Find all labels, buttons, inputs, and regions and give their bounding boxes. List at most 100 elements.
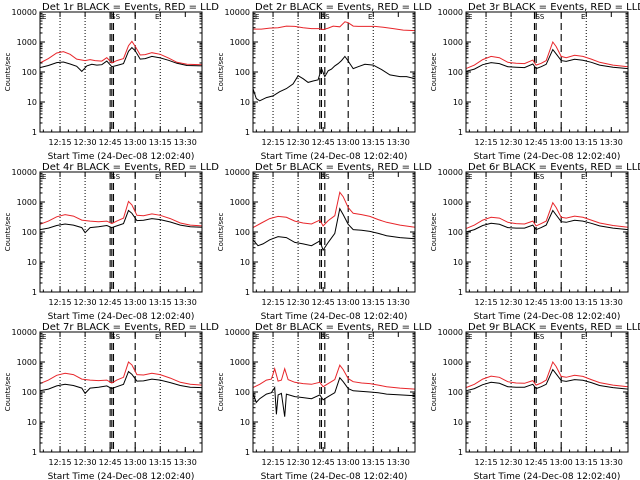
- y-tick-label: 100: [22, 388, 37, 397]
- annotation: SS: [321, 333, 330, 341]
- x-axis-label: Start Time (24-Dec-08 12:02:40): [474, 312, 621, 322]
- panel-title: Det 1r BLACK = Events, RED = LLD: [42, 2, 219, 13]
- annotation: SS: [111, 333, 120, 341]
- annotation: E: [368, 173, 372, 181]
- y-axis-label: Counts/sec: [4, 213, 12, 252]
- x-tick-label: 13:30: [600, 458, 623, 467]
- annotation: E: [468, 333, 472, 341]
- x-tick-label: 12:15: [262, 458, 285, 467]
- detector-panel-3: Det 3r BLACK = Events, RED = LLD Counts/s…: [430, 2, 640, 162]
- y-tick-label: 10: [27, 98, 37, 107]
- x-tick-label: 12:30: [74, 458, 97, 467]
- x-axis-label: Start Time (24-Dec-08 12:02:40): [261, 472, 408, 480]
- x-tick-label: 12:30: [74, 298, 97, 307]
- x-tick-label: 13:30: [387, 298, 410, 307]
- y-tick-label: 1: [458, 288, 463, 297]
- annotation: E: [42, 173, 46, 181]
- annotation: SS: [321, 13, 330, 21]
- y-axis-label: Counts/sec: [430, 373, 438, 412]
- annotation: SS: [535, 333, 544, 341]
- x-tick-label: 13:00: [124, 458, 147, 467]
- x-tick-label: 13:15: [362, 138, 385, 147]
- x-tick-label: 13:00: [337, 138, 360, 147]
- x-tick-label: 12:15: [262, 298, 285, 307]
- x-tick-label: 13:15: [575, 458, 598, 467]
- annotation: E: [468, 13, 472, 21]
- series-line-events: [252, 376, 416, 417]
- panel-title: Det 2r BLACK = Events, RED = LLD: [255, 2, 432, 13]
- y-tick-label: 10: [240, 98, 250, 107]
- detector-panel-1: Det 1r BLACK = Events, RED = LLD Counts/s…: [4, 2, 219, 162]
- x-tick-label: 12:45: [525, 458, 548, 467]
- series-line-events: [252, 207, 416, 252]
- y-tick-label: 100: [448, 388, 463, 397]
- plot-frame: [39, 11, 203, 133]
- series-line-lld: [465, 201, 629, 230]
- annotation: SS: [111, 173, 120, 181]
- y-axis-label: Counts/sec: [217, 373, 225, 412]
- y-tick-label: 10000: [438, 8, 463, 17]
- x-tick-label: 12:45: [99, 138, 122, 147]
- plot-frame: [252, 171, 416, 293]
- y-tick-label: 1: [245, 288, 250, 297]
- plot-frame: [252, 11, 416, 133]
- series-line-events: [39, 370, 203, 395]
- x-tick-label: 13:15: [362, 298, 385, 307]
- series-line-lld: [39, 40, 203, 66]
- y-tick-label: 10: [27, 418, 37, 427]
- x-tick-label: 12:30: [287, 458, 310, 467]
- series-line-lld: [465, 360, 629, 389]
- y-tick-label: 1000: [17, 198, 37, 207]
- series-line-lld: [252, 191, 416, 229]
- y-tick-label: 10000: [438, 328, 463, 337]
- x-tick-label: 12:45: [525, 138, 548, 147]
- y-tick-label: 1000: [17, 358, 37, 367]
- annotation: E: [42, 333, 46, 341]
- series-line-lld: [465, 40, 629, 70]
- annotation: E: [255, 173, 259, 181]
- y-tick-label: 10000: [12, 8, 37, 17]
- y-tick-label: 1000: [230, 38, 250, 47]
- x-axis-label: Start Time (24-Dec-08 12:02:40): [261, 312, 408, 322]
- panel-title: Det 3r BLACK = Events, RED = LLD: [468, 2, 640, 13]
- series-line-events: [465, 209, 629, 233]
- series-line-lld: [253, 21, 416, 32]
- x-tick-label: 12:30: [500, 458, 523, 467]
- series-line-events: [39, 46, 203, 73]
- y-tick-label: 100: [448, 228, 463, 237]
- x-tick-label: 13:00: [124, 138, 147, 147]
- annotation: E: [581, 333, 585, 341]
- x-tick-label: 12:15: [475, 458, 498, 467]
- series-line-events: [252, 55, 416, 102]
- x-tick-label: 12:45: [99, 458, 122, 467]
- x-tick-label: 13:15: [149, 458, 172, 467]
- x-tick-label: 13:00: [550, 298, 573, 307]
- annotation: E: [468, 173, 472, 181]
- y-axis-label: Counts/sec: [430, 53, 438, 92]
- series-line-lld: [39, 200, 203, 227]
- x-axis-label: Start Time (24-Dec-08 12:02:40): [48, 472, 195, 480]
- x-tick-label: 13:00: [124, 298, 147, 307]
- x-tick-label: 12:45: [312, 458, 335, 467]
- y-tick-label: 10: [27, 258, 37, 267]
- panel-title: Det 9r BLACK = Events, RED = LLD: [468, 322, 640, 333]
- x-tick-label: 13:00: [337, 298, 360, 307]
- annotation: E: [581, 13, 585, 21]
- annotation: E: [42, 13, 46, 21]
- x-tick-label: 13:00: [550, 138, 573, 147]
- detector-panel-8: Det 8r BLACK = Events, RED = LLD Counts/s…: [217, 322, 432, 480]
- plot-frame: [39, 171, 203, 293]
- plot-frame: [39, 331, 203, 453]
- y-tick-label: 100: [448, 68, 463, 77]
- y-tick-label: 100: [235, 228, 250, 237]
- panel-title: Det 5r BLACK = Events, RED = LLD: [255, 162, 432, 173]
- y-tick-label: 10: [240, 418, 250, 427]
- y-tick-label: 100: [235, 388, 250, 397]
- detector-panel-2: Det 2r BLACK = Events, RED = LLD Counts/s…: [217, 2, 432, 162]
- x-tick-label: 12:30: [74, 138, 97, 147]
- detector-panel-9: Det 9r BLACK = Events, RED = LLD Counts/s…: [430, 322, 640, 480]
- y-tick-label: 1: [245, 128, 250, 137]
- x-tick-label: 12:30: [287, 138, 310, 147]
- y-tick-label: 10000: [225, 168, 250, 177]
